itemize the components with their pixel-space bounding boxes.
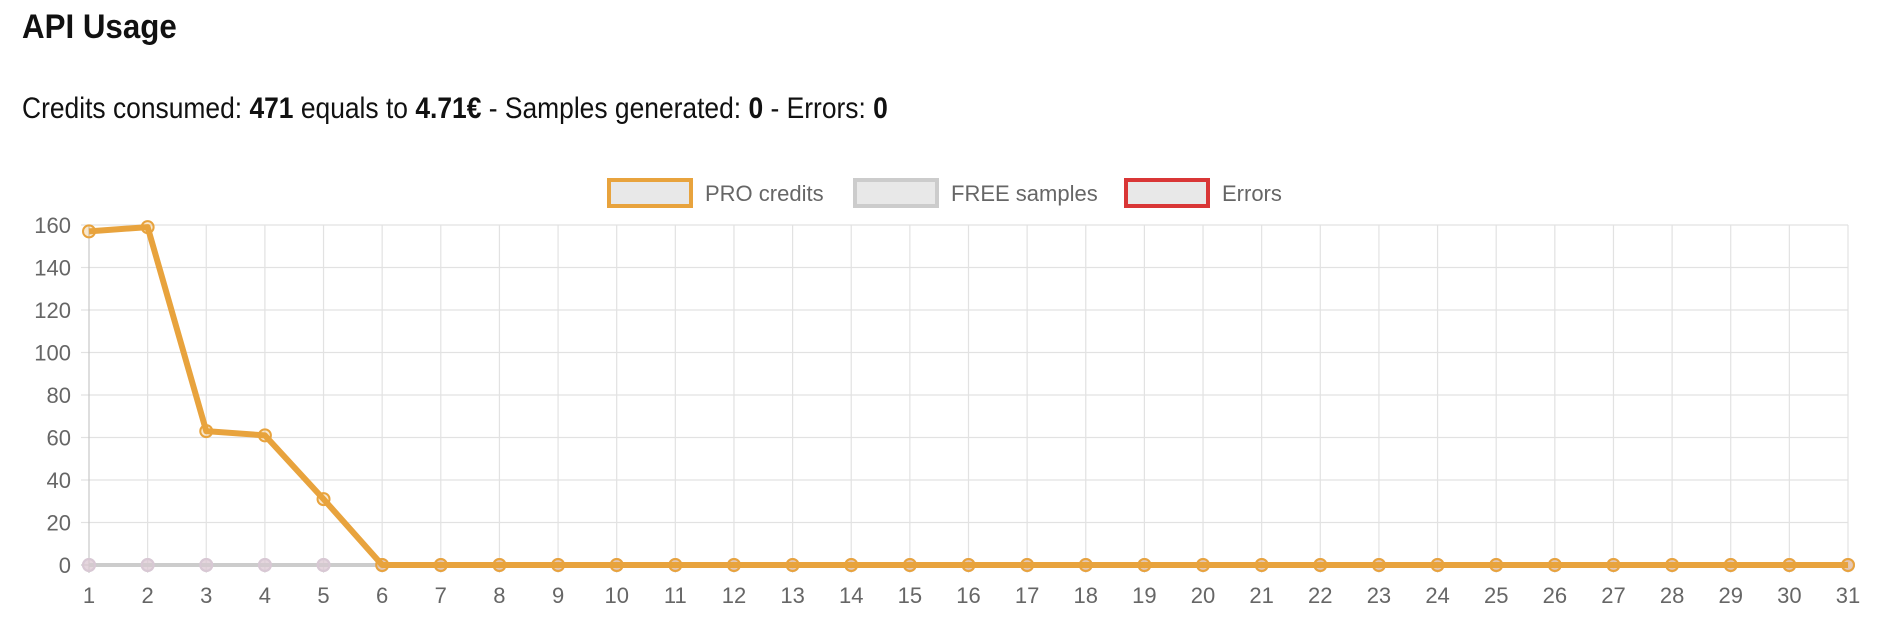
errors-label: - Errors:	[763, 92, 874, 125]
data-point-free-samples	[199, 558, 214, 572]
data-point-pro-credits	[1430, 558, 1445, 572]
data-point-free-samples	[140, 558, 155, 572]
x-tick-label: 7	[435, 583, 447, 608]
credits-label: Credits consumed:	[22, 92, 250, 125]
x-tick-label: 8	[493, 583, 505, 608]
y-tick-label: 60	[47, 426, 71, 451]
data-point-pro-credits	[1723, 558, 1738, 572]
x-tick-label: 23	[1367, 583, 1391, 608]
page-title: API Usage	[22, 8, 177, 46]
data-point-pro-credits	[1489, 558, 1504, 572]
x-tick-label: 6	[376, 583, 388, 608]
data-point-pro-credits	[1841, 558, 1855, 572]
data-point-pro-credits	[668, 558, 683, 572]
errors-value: 0	[873, 92, 888, 125]
data-point-pro-credits	[257, 428, 272, 443]
usage-summary: Credits consumed: 471 equals to 4.71€ - …	[22, 92, 888, 126]
data-point-pro-credits	[1078, 558, 1093, 572]
y-tick-label: 100	[34, 341, 71, 366]
data-point-pro-credits	[785, 558, 800, 572]
legend-item-errors[interactable]: Errors	[1124, 178, 1282, 208]
data-point-pro-credits	[1137, 558, 1152, 572]
y-tick-label: 120	[34, 298, 71, 323]
data-point-pro-credits	[316, 492, 331, 507]
x-tick-label: 13	[780, 583, 804, 608]
y-tick-label: 80	[47, 383, 71, 408]
legend-swatch	[607, 178, 693, 208]
x-tick-label: 20	[1191, 583, 1215, 608]
x-tick-label: 27	[1601, 583, 1625, 608]
x-tick-label: 31	[1836, 583, 1860, 608]
data-point-pro-credits	[199, 424, 214, 439]
data-point-pro-credits	[1606, 558, 1621, 572]
euro-value: 4.71€	[415, 92, 482, 125]
x-tick-label: 3	[200, 583, 212, 608]
data-point-pro-credits	[140, 220, 155, 235]
data-point-free-samples	[257, 558, 272, 572]
legend-item-pro-credits[interactable]: PRO credits	[607, 178, 824, 208]
data-point-pro-credits	[902, 558, 917, 572]
x-tick-label: 10	[604, 583, 628, 608]
x-tick-label: 29	[1718, 583, 1742, 608]
y-tick-label: 20	[47, 511, 71, 536]
data-point-pro-credits	[1313, 558, 1328, 572]
legend-swatch	[1124, 178, 1210, 208]
data-point-pro-credits	[1547, 558, 1562, 572]
series-pro-credits	[82, 220, 1855, 572]
data-point-pro-credits	[961, 558, 976, 572]
credits-value: 471	[249, 92, 294, 125]
legend-item-free-samples[interactable]: FREE samples	[853, 178, 1098, 208]
legend-label: Errors	[1222, 181, 1282, 206]
series-line-pro-credits	[88, 224, 1848, 568]
data-point-pro-credits	[1371, 558, 1386, 572]
data-point-pro-credits	[1665, 558, 1680, 572]
legend-swatch	[853, 178, 939, 208]
x-tick-label: 14	[839, 583, 863, 608]
data-point-pro-credits	[1020, 558, 1035, 572]
data-point-pro-credits	[433, 558, 448, 572]
x-tick-label: 12	[722, 583, 746, 608]
data-point-pro-credits	[1254, 558, 1269, 572]
data-point-pro-credits	[726, 558, 741, 572]
x-tick-label: 28	[1660, 583, 1684, 608]
y-tick-label: 160	[34, 213, 71, 238]
data-point-pro-credits	[844, 558, 859, 572]
x-tick-label: 2	[142, 583, 154, 608]
x-tick-label: 17	[1015, 583, 1039, 608]
x-tick-label: 15	[898, 583, 922, 608]
data-point-pro-credits	[609, 558, 624, 572]
x-tick-label: 4	[259, 583, 271, 608]
x-tick-label: 18	[1074, 583, 1098, 608]
data-point-pro-credits	[82, 224, 96, 239]
x-tick-label: 19	[1132, 583, 1156, 608]
x-tick-label: 9	[552, 583, 564, 608]
samples-value: 0	[748, 92, 764, 125]
y-tick-label: 40	[47, 468, 71, 493]
data-point-pro-credits	[1196, 558, 1211, 572]
x-tick-label: 30	[1777, 583, 1801, 608]
legend-label: FREE samples	[951, 181, 1098, 206]
x-tick-label: 26	[1543, 583, 1567, 608]
data-point-free-samples	[82, 558, 96, 572]
equals-label: equals to	[293, 92, 416, 125]
x-tick-label: 21	[1249, 583, 1273, 608]
data-point-pro-credits	[375, 558, 390, 572]
x-tick-label: 22	[1308, 583, 1332, 608]
chart-legend: PRO credits FREE samples Errors	[607, 178, 1282, 208]
x-tick-label: 5	[317, 583, 329, 608]
x-tick-label: 25	[1484, 583, 1508, 608]
samples-label: - Samples generated:	[481, 92, 749, 125]
x-tick-label: 11	[664, 583, 687, 608]
data-point-pro-credits	[1782, 558, 1797, 572]
data-point-pro-credits	[492, 558, 507, 572]
legend-label: PRO credits	[705, 181, 824, 206]
data-point-free-samples	[316, 558, 331, 572]
x-tick-label: 1	[83, 583, 95, 608]
data-point-pro-credits	[551, 558, 566, 572]
y-tick-label: 140	[34, 256, 71, 281]
x-tick-label: 24	[1425, 583, 1449, 608]
y-tick-label: 0	[59, 553, 71, 578]
x-tick-label: 16	[956, 583, 980, 608]
